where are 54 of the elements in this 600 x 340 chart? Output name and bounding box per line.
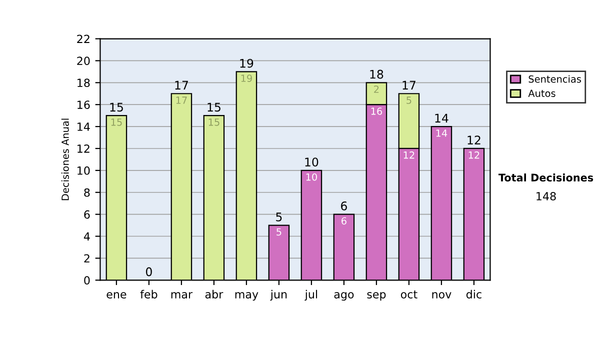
legend-label: Autos	[528, 90, 556, 97]
x-tick-label: ago	[334, 292, 354, 301]
x-tick-label: feb	[140, 290, 158, 298]
total-label: 14	[435, 114, 448, 122]
x-tick-label: nov	[432, 292, 452, 298]
data-label: 14	[436, 130, 448, 137]
data-label: 15	[208, 118, 220, 126]
total-label: 15	[110, 102, 123, 112]
data-label: 12	[468, 151, 480, 159]
y-tick-label: 0	[84, 276, 90, 285]
total-label: 19	[240, 58, 254, 68]
x-tick-label: sep	[367, 292, 386, 301]
data-label: 6	[342, 217, 346, 225]
total-label: 17	[175, 80, 188, 90]
x-tick-label: may	[235, 292, 258, 301]
y-axis-title: Decisiones Anual	[61, 118, 69, 200]
y-tick-label: 20	[77, 56, 90, 66]
data-label: 16	[371, 108, 382, 115]
x-tick-label: mar	[171, 292, 193, 298]
data-label: 2	[374, 86, 379, 93]
x-tick-label: oct	[400, 290, 418, 298]
y-tick-label: 6	[84, 210, 90, 219]
data-label: 19	[241, 74, 252, 82]
data-label: 10	[306, 173, 317, 181]
total-label: 18	[370, 70, 384, 79]
x-tick-label: ene	[106, 292, 126, 298]
total-label: 17	[402, 80, 416, 90]
total-label: 5	[276, 212, 282, 222]
data-label: 5	[276, 228, 282, 236]
total-label: 12	[468, 136, 480, 144]
total-label: 15	[208, 102, 220, 112]
x-tick-label: dic	[466, 290, 482, 298]
data-label: 15	[111, 118, 122, 126]
total-label: 6	[341, 201, 347, 210]
y-tick-label: 2	[84, 254, 90, 262]
y-tick-label: 18	[78, 78, 90, 88]
text: 148	[536, 192, 556, 200]
data-label: 5	[406, 96, 412, 104]
y-tick-label: 16	[78, 100, 90, 109]
y-tick-label: 8	[84, 188, 90, 197]
data-label: 17	[176, 96, 187, 104]
y-tick-label: 12	[78, 144, 90, 153]
y-tick-label: 4	[84, 232, 90, 240]
x-tick-label: jun	[270, 290, 287, 301]
total-label: 0	[146, 267, 152, 276]
text: Total Decisiones	[498, 173, 594, 182]
total-label: 10	[305, 158, 318, 166]
y-tick-label: 22	[77, 34, 90, 43]
y-tick-label: 14	[78, 122, 90, 131]
x-tick-label: abr	[205, 290, 224, 298]
x-tick-label: jul	[304, 290, 318, 301]
legend-label: Sentencias	[528, 75, 582, 83]
y-tick-label: 10	[78, 166, 90, 175]
data-label: 12	[404, 151, 414, 159]
